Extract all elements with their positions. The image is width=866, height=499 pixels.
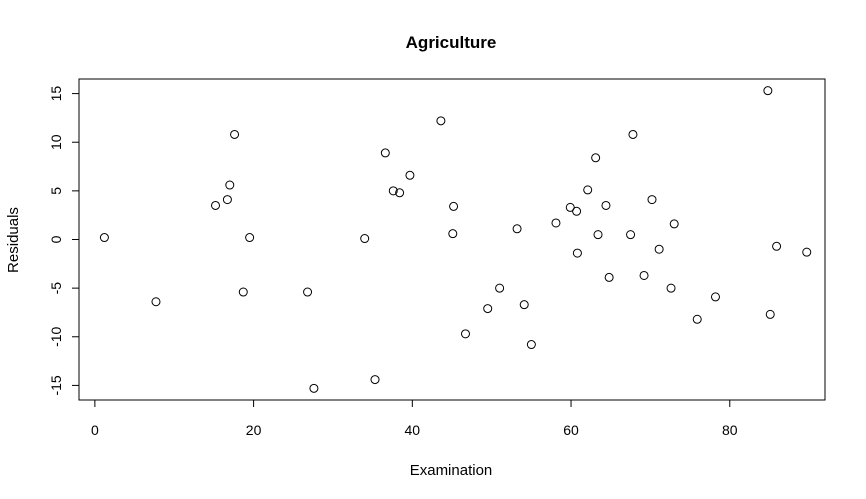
x-tick-label: 60 — [563, 422, 579, 438]
data-point — [583, 185, 593, 195]
data-point — [526, 340, 536, 350]
data-point — [601, 200, 611, 210]
x-tick-label: 20 — [246, 422, 262, 438]
data-point — [512, 224, 522, 234]
data-point — [460, 329, 470, 339]
x-tick-label: 0 — [91, 422, 99, 438]
data-point — [628, 129, 638, 139]
data-point — [225, 180, 235, 190]
data-point — [449, 201, 459, 211]
data-point — [238, 287, 248, 297]
data-point — [604, 272, 614, 282]
data-point — [666, 283, 676, 293]
y-tick-label: 10 — [48, 134, 64, 150]
data-point — [211, 200, 221, 210]
data-point — [388, 186, 398, 196]
y-tick-label: -15 — [48, 375, 64, 395]
x-axis: 0 20 40 60 80 — [91, 399, 738, 438]
data-point — [380, 148, 390, 158]
data-point — [572, 248, 582, 258]
y-tick-label: 0 — [48, 235, 64, 243]
data-point — [772, 241, 782, 251]
data-point — [245, 233, 255, 243]
data-point — [230, 129, 240, 139]
data-point — [370, 375, 380, 385]
data-point — [639, 270, 649, 280]
data-point — [551, 218, 561, 228]
data-point — [802, 247, 812, 257]
x-tick-label: 80 — [722, 422, 738, 438]
data-point — [593, 230, 603, 240]
y-tick-label: 15 — [48, 86, 64, 102]
data-point — [222, 195, 232, 205]
y-axis: -15 -10 -5 0 5 10 15 — [48, 86, 80, 396]
data-point — [360, 234, 370, 244]
data-point — [448, 229, 458, 239]
data-point — [495, 283, 505, 293]
data-point — [151, 297, 161, 307]
x-axis-label: Examination — [410, 462, 493, 479]
y-axis-label: Residuals — [5, 207, 22, 273]
data-point — [626, 230, 636, 240]
data-point — [710, 292, 720, 302]
y-tick-label: -5 — [48, 282, 64, 295]
data-point — [483, 304, 493, 314]
data-point — [519, 300, 529, 310]
data-point — [572, 206, 582, 216]
y-tick-label: 5 — [48, 187, 64, 195]
chart-title: Agriculture — [406, 33, 497, 52]
data-point — [303, 287, 313, 297]
data-point — [405, 170, 415, 180]
data-points — [99, 86, 812, 393]
data-point — [309, 383, 319, 393]
data-point — [647, 195, 657, 205]
data-point — [395, 188, 405, 198]
data-point — [99, 233, 109, 243]
data-point — [765, 309, 775, 319]
y-tick-label: -10 — [48, 326, 64, 346]
data-point — [669, 219, 679, 229]
data-point — [654, 244, 664, 254]
data-point — [565, 202, 575, 212]
data-point — [436, 116, 446, 126]
data-point — [763, 86, 773, 96]
x-tick-label: 40 — [405, 422, 421, 438]
data-point — [692, 314, 702, 324]
data-point — [591, 153, 601, 163]
